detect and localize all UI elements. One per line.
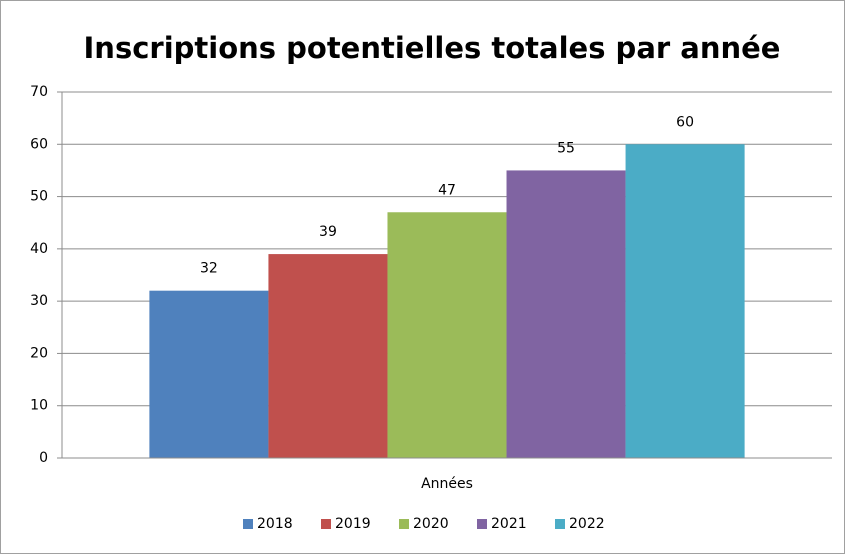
data-label: 60 [676, 114, 694, 130]
y-tick-label: 70 [30, 84, 48, 100]
y-tick-label: 20 [30, 345, 48, 361]
legend-label: 2019 [335, 516, 371, 532]
legend-label: 2022 [569, 516, 605, 532]
x-tick-label: Années [421, 476, 473, 492]
bar [387, 212, 507, 458]
bar [625, 144, 745, 459]
legend-swatch [321, 519, 331, 529]
legend-swatch [399, 519, 409, 529]
legend-swatch [555, 519, 565, 529]
bar [149, 290, 269, 458]
legend-label: 2018 [257, 516, 293, 532]
y-tick-label: 10 [30, 398, 48, 414]
data-label: 39 [319, 224, 337, 240]
y-tick-label: 0 [39, 450, 48, 466]
data-label: 32 [200, 261, 218, 277]
y-tick-label: 30 [30, 293, 48, 309]
data-label: 47 [438, 182, 456, 198]
y-tick-label: 50 [30, 189, 48, 205]
legend-label: 2020 [413, 516, 449, 532]
data-label: 55 [557, 140, 575, 156]
legend-swatch [477, 519, 487, 529]
legend-swatch [243, 519, 253, 529]
bar [506, 170, 626, 458]
y-tick-label: 40 [30, 241, 48, 257]
bar [268, 254, 388, 458]
y-tick-label: 60 [30, 136, 48, 152]
legend-label: 2021 [491, 516, 527, 532]
chart-title: Inscriptions potentielles totales par an… [84, 31, 781, 65]
